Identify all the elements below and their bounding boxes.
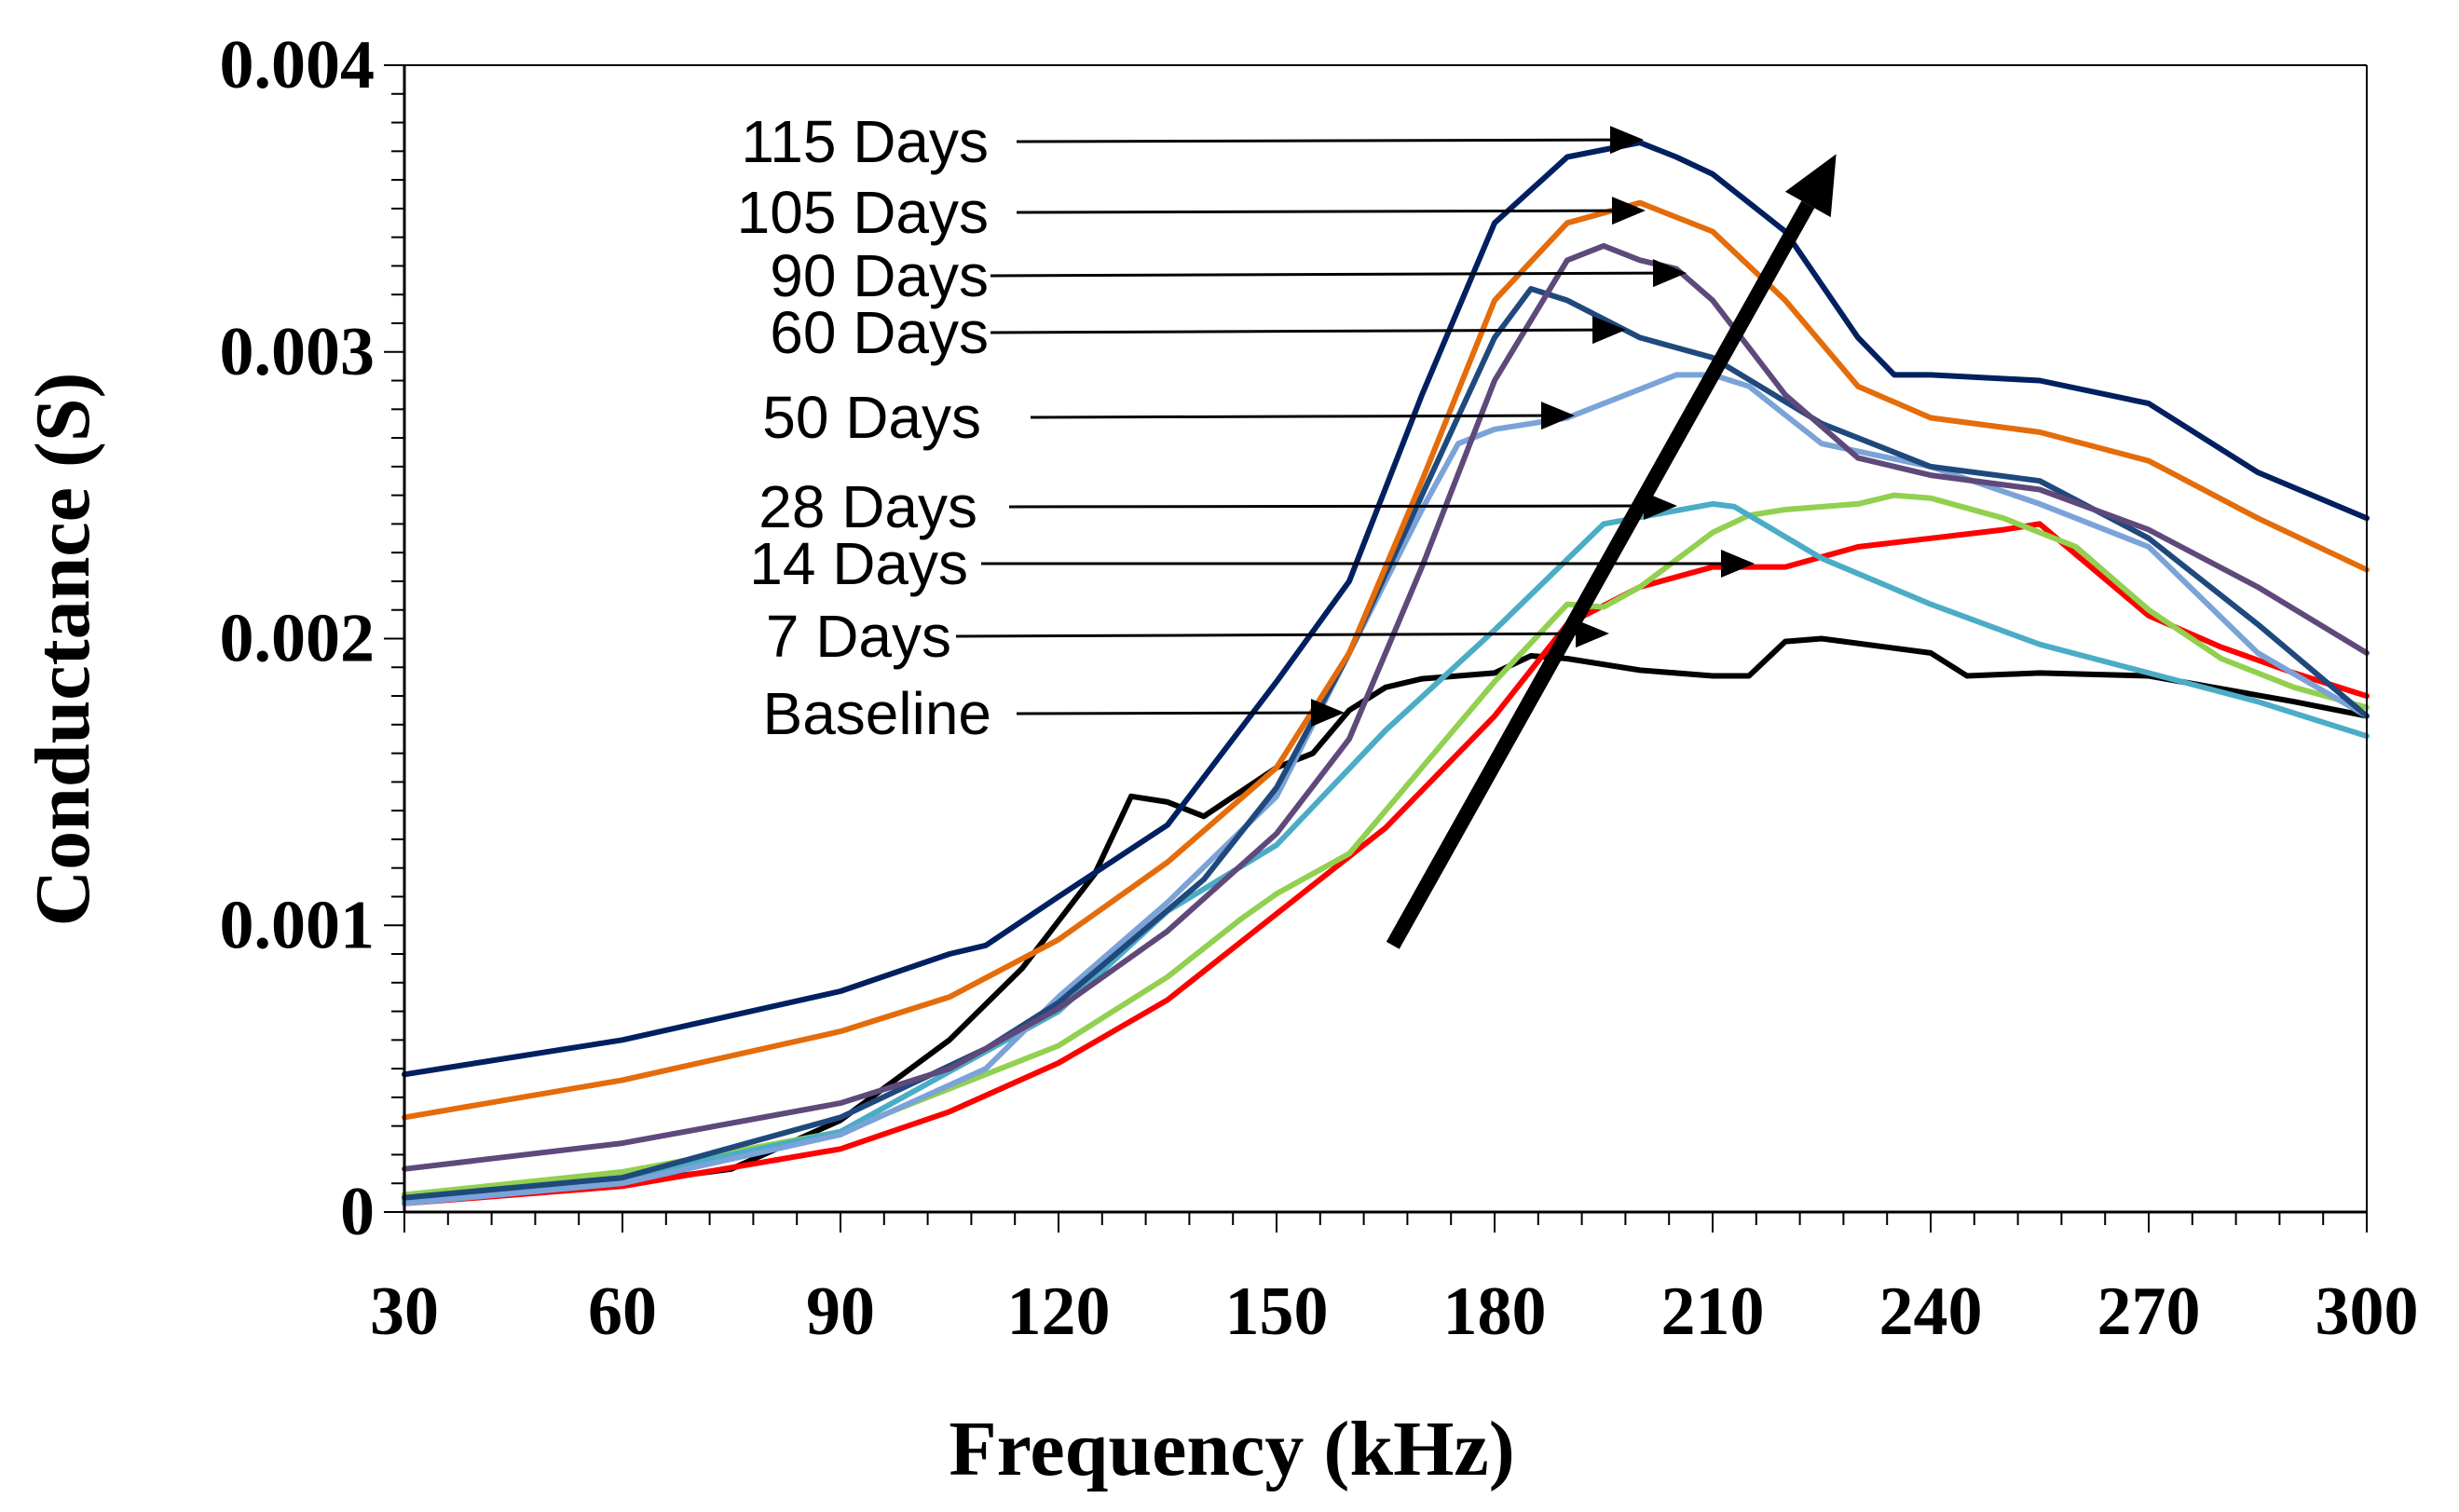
- y-axis-title: Conductance (S): [20, 372, 106, 926]
- x-axis-title: Frequency (kHz): [949, 1406, 1514, 1492]
- annotation-pointer-60-days: [990, 328, 1593, 334]
- axes-group: 0 0.001 0.002 0.003 0.004 30 60 90 120 150 180 210 2…: [220, 27, 2419, 1350]
- annotation-arrowhead-50-days: [1540, 402, 1575, 430]
- x-tick-label: 60: [588, 1274, 657, 1350]
- series-line-28-days: [402, 500, 2370, 1204]
- y-tick-label: 0.003: [220, 314, 376, 390]
- annotation-arrowhead-28-days: [1643, 492, 1677, 521]
- x-tick-label: 150: [1225, 1274, 1329, 1350]
- y-tick-label: 0.002: [220, 601, 376, 677]
- x-tick-label: 180: [1443, 1274, 1547, 1350]
- annotation-pointer-baseline: [1016, 711, 1312, 715]
- annotation-label-115-days: 115 Days: [741, 108, 989, 175]
- series-line-baseline: [402, 635, 2370, 1198]
- annotation-label-baseline: Baseline: [763, 680, 992, 747]
- y-tick-label: 0.004: [220, 27, 376, 103]
- annotation-label-90-days: 90 Days: [770, 242, 989, 309]
- y-tick-label: 0.001: [220, 887, 376, 963]
- annotation-pointer-115-days: [1016, 138, 1611, 143]
- y-tick-label: 0: [340, 1174, 375, 1250]
- annotation-pointer-28-days: [1008, 504, 1645, 509]
- series-line-50-days: [402, 372, 2370, 1206]
- annotation-pointer-105-days: [1016, 209, 1613, 214]
- annotation-arrowhead-7-days: [1575, 620, 1609, 648]
- x-tick-label: 30: [370, 1274, 439, 1350]
- annotation-label-50-days: 50 Days: [762, 384, 981, 451]
- series-line-105-days: [402, 199, 2370, 1121]
- annotation-arrowhead-115-days: [1609, 126, 1644, 155]
- annotation-label-14-days: 14 Days: [749, 530, 968, 597]
- x-tick-label: 210: [1661, 1274, 1765, 1350]
- annotation-arrowhead-105-days: [1611, 197, 1646, 225]
- series-line-115-days: [402, 140, 2370, 1078]
- x-tick-label: 90: [806, 1274, 875, 1350]
- series-line-7-days: [402, 521, 2370, 1206]
- trend-arrow-group: [1386, 154, 1837, 949]
- annotation-arrowhead-baseline: [1310, 699, 1345, 728]
- annotation-arrowhead-90-days: [1652, 259, 1687, 288]
- annotation-pointer-7-days: [955, 632, 1577, 638]
- series-group: [402, 140, 2370, 1206]
- x-tick-label: 270: [2097, 1274, 2201, 1350]
- annotation-label-28-days: 28 Days: [758, 473, 977, 540]
- x-tick-label: 240: [1879, 1274, 1983, 1350]
- trend-arrow-head: [1784, 154, 1837, 218]
- annotation-pointer-50-days: [1030, 414, 1542, 419]
- annotation-arrowhead-14-days: [1721, 550, 1755, 578]
- annotation-arrowhead-60-days: [1592, 316, 1626, 345]
- annotation-label-105-days: 105 Days: [737, 179, 989, 246]
- series-line-14-days: [402, 492, 2370, 1198]
- annotation-pointer-90-days: [990, 271, 1654, 278]
- x-tick-label: 120: [1007, 1274, 1111, 1350]
- annotation-label-7-days: 7 Days: [766, 603, 951, 670]
- series-line-90-days: [402, 242, 2370, 1172]
- trend-arrow-shaft: [1386, 200, 1815, 949]
- annotation-label-60-days: 60 Days: [770, 299, 989, 366]
- x-tick-label: 300: [2316, 1274, 2419, 1350]
